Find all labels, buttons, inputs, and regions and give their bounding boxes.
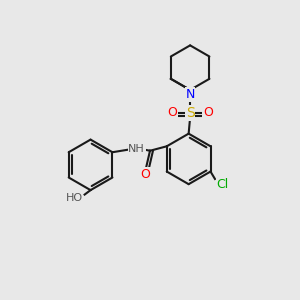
Text: N: N [185,88,195,101]
Text: O: O [141,168,151,181]
Text: HO: HO [66,193,83,202]
Text: Cl: Cl [216,178,229,191]
Text: NH: NH [128,144,145,154]
Text: S: S [186,106,194,120]
Text: O: O [167,106,177,119]
Text: O: O [203,106,213,119]
